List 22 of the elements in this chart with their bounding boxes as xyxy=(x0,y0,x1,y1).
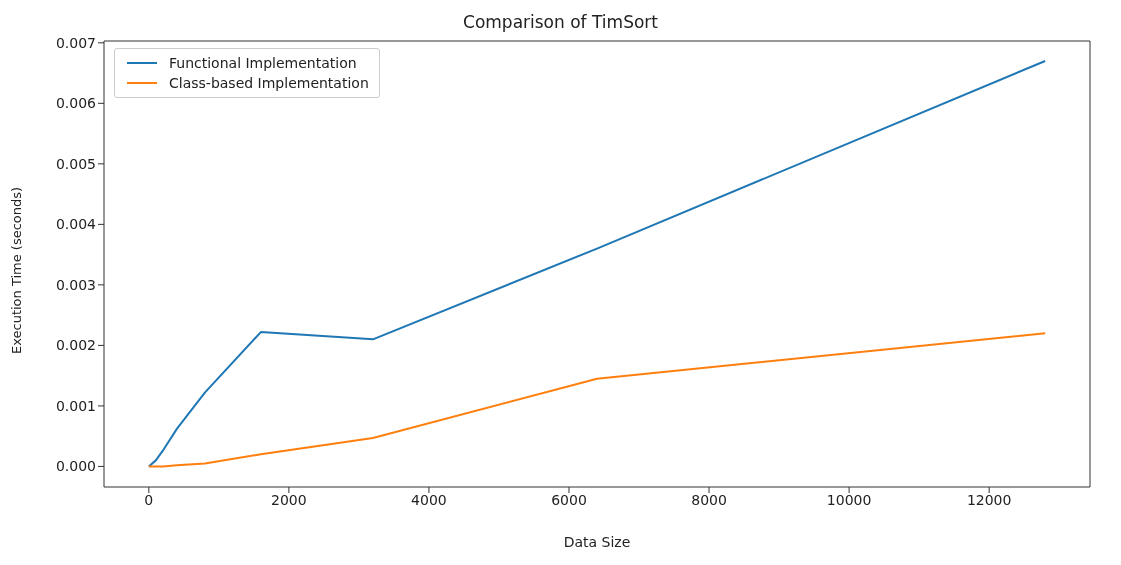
y-tick-label: 0.001 xyxy=(55,397,96,414)
y-tick-label: 0.005 xyxy=(55,155,96,172)
y-tick-label: 0.003 xyxy=(55,276,96,293)
x-tick-label: 4000 xyxy=(411,491,447,508)
y-tick-label: 0.006 xyxy=(55,95,97,112)
y-tick-label: 0.004 xyxy=(55,216,97,233)
y-tick-label: 0.000 xyxy=(55,458,96,475)
line-series xyxy=(147,59,1047,468)
y-axis-title: Execution Time (seconds) xyxy=(8,186,24,354)
x-tick-label: 6000 xyxy=(551,491,587,508)
x-tick-label: 8000 xyxy=(691,491,727,508)
legend-label: Class-based Implementation xyxy=(169,74,369,93)
legend-label: Functional Implementation xyxy=(169,54,357,73)
x-axis-title: Data Size xyxy=(563,534,631,550)
x-tick-label: 0 xyxy=(144,491,154,508)
chart-title: Comparison of TimSort xyxy=(462,12,659,32)
x-tick-label: 2000 xyxy=(271,491,307,508)
x-tick-label: 12000 xyxy=(966,491,1012,508)
y-tick-label: 0.002 xyxy=(55,337,96,354)
line-series xyxy=(147,332,1047,468)
x-tick-label: 10000 xyxy=(826,491,872,508)
y-tick-label: 0.007 xyxy=(55,34,96,51)
